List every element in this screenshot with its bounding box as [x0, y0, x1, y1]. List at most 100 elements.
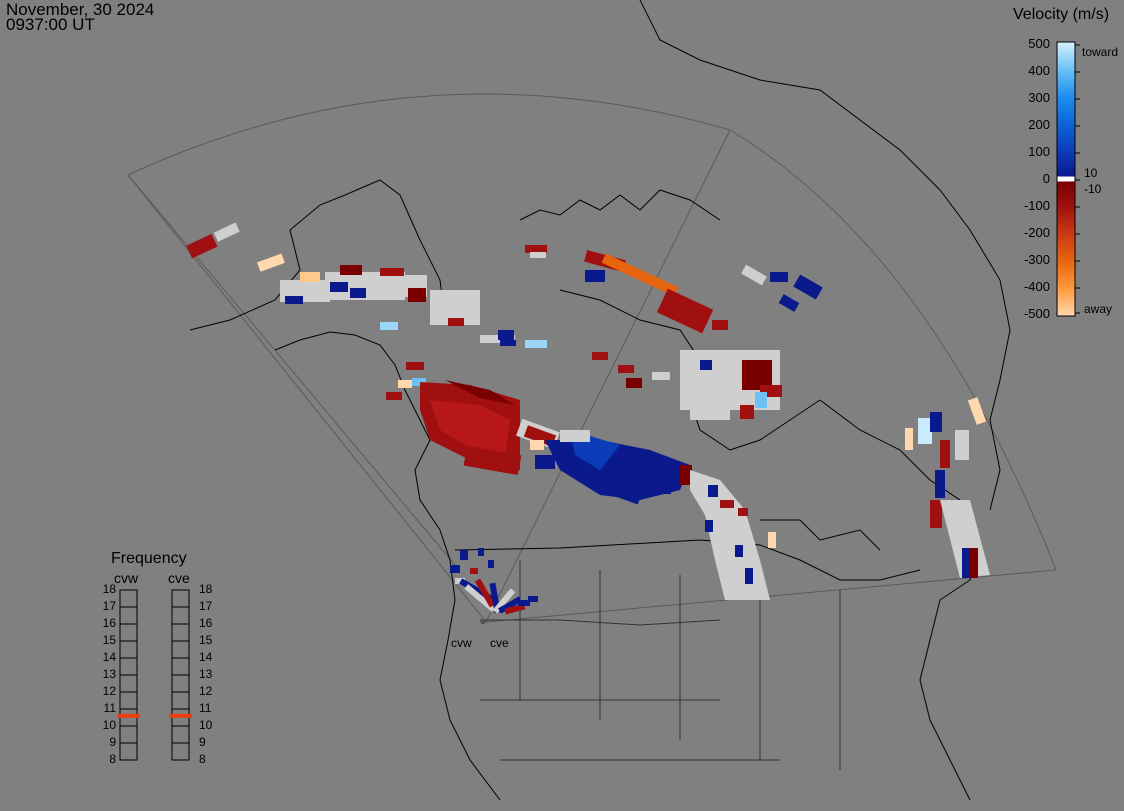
radar-label-cve: cve [490, 636, 509, 650]
time-label: 0937:00 UT [6, 15, 95, 34]
velocity-tick-label: 100 [1028, 144, 1050, 159]
echo [656, 288, 714, 334]
echo [755, 392, 767, 408]
alaska-coast [189, 179, 446, 331]
freq-scale-label: 13 [102, 667, 116, 681]
echo [741, 264, 767, 286]
echo [525, 340, 547, 348]
freq-scale-label: 12 [199, 684, 213, 698]
echo [406, 362, 424, 370]
echo [712, 320, 728, 330]
freq-scale-label: 9 [199, 735, 206, 749]
echo [905, 428, 913, 450]
echo [340, 265, 362, 275]
echo [560, 430, 590, 442]
echo [386, 392, 402, 400]
echo [380, 268, 404, 276]
coastlines [189, 0, 1011, 801]
freq-scale-label: 14 [102, 650, 116, 664]
echo [300, 272, 320, 282]
echo [970, 548, 978, 578]
greenland-labrador-coast [639, 0, 1011, 511]
echo [592, 352, 608, 360]
atlantic-coast [819, 399, 981, 801]
freq-scale-label: 17 [199, 599, 213, 613]
frequency-title: Frequency [111, 550, 187, 567]
echo [480, 335, 515, 343]
echo [186, 233, 218, 259]
echo [498, 330, 514, 340]
frequency-ladders [119, 589, 190, 761]
echo [778, 294, 800, 312]
velocity-colorbar [1056, 41, 1080, 317]
echo [601, 253, 679, 297]
velocity-tick-label: -100 [1023, 198, 1050, 213]
echo [735, 545, 743, 557]
freq-radar-label-cve: cve [168, 570, 190, 586]
freq-scale-label: 8 [199, 752, 206, 766]
echo [708, 485, 718, 497]
freq-scale-label: 16 [199, 616, 213, 630]
great-lakes [760, 519, 881, 551]
near-radar-fan [450, 548, 538, 615]
velocity-tick-label: -300 [1023, 252, 1050, 267]
echo [448, 318, 464, 326]
us-canada-border [454, 539, 921, 581]
freq-scale-label: 13 [199, 667, 213, 681]
echo [740, 405, 754, 419]
freq-scale-label: 16 [102, 616, 116, 630]
echo [412, 378, 426, 386]
echo [213, 222, 240, 242]
echo [690, 470, 770, 600]
freq-scale-label: 9 [109, 735, 116, 749]
echo [380, 322, 398, 330]
freq-scale-label: 11 [103, 701, 116, 715]
echo [700, 360, 712, 370]
echo [705, 520, 713, 532]
echo [285, 296, 303, 304]
echo [430, 400, 510, 455]
radar-site-marker [480, 619, 486, 625]
echo [609, 475, 645, 505]
echo [585, 270, 605, 282]
inner-tick-pos: 10 [1084, 166, 1098, 180]
fov-divider [485, 129, 731, 623]
echo [967, 397, 987, 425]
echo [463, 445, 522, 476]
echo [408, 288, 426, 302]
freq-scale-label: 15 [199, 633, 213, 647]
velocity-tick-label: -400 [1023, 279, 1050, 294]
echo [350, 288, 366, 298]
radar-label-cvw: cvw [451, 636, 472, 650]
echo [680, 465, 692, 485]
velocity-tick-label: -200 [1023, 225, 1050, 240]
echo [652, 372, 670, 380]
echo [930, 412, 942, 432]
arctic-islands [519, 189, 721, 221]
echo [935, 470, 945, 498]
freq-scale-label: 18 [199, 582, 213, 596]
echo [690, 400, 730, 420]
echo [500, 340, 516, 346]
echo [535, 455, 555, 469]
echo [530, 252, 546, 258]
echo [398, 380, 412, 388]
echo [962, 548, 970, 578]
freq-radar-label-cvw: cvw [114, 570, 139, 586]
echo [720, 500, 734, 508]
date-label: November, 30 2024 [6, 0, 155, 19]
inner-tick-neg: -10 [1084, 182, 1102, 196]
fov-cvw-edge [127, 174, 456, 566]
echo [768, 532, 776, 548]
freq-scale-label: 14 [199, 650, 213, 664]
colorbar-ticks [1075, 44, 1080, 314]
pacific-coast-north [274, 331, 441, 531]
velocity-tick-label: 0 [1042, 171, 1050, 186]
freq-scale-label: 10 [199, 718, 213, 732]
echo [738, 508, 748, 516]
echo [745, 568, 753, 584]
echo [330, 282, 348, 292]
echo [930, 500, 942, 528]
state-borders [480, 560, 841, 770]
